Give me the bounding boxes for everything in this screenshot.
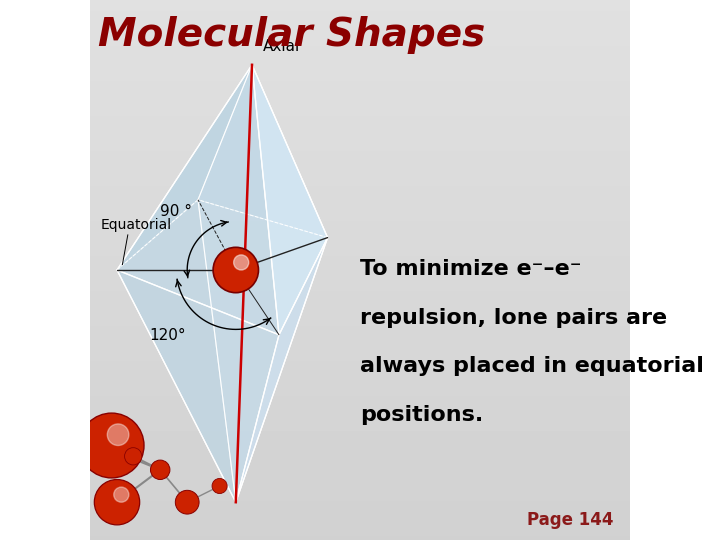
Polygon shape xyxy=(236,238,328,502)
Circle shape xyxy=(94,480,140,525)
Text: Page 144: Page 144 xyxy=(527,511,613,529)
Polygon shape xyxy=(198,200,328,502)
Circle shape xyxy=(125,448,142,465)
Circle shape xyxy=(213,247,258,293)
Polygon shape xyxy=(117,65,279,335)
Polygon shape xyxy=(198,65,328,238)
Circle shape xyxy=(176,490,199,514)
Text: To minimize e⁻–e⁻: To minimize e⁻–e⁻ xyxy=(360,259,582,279)
Polygon shape xyxy=(252,65,328,335)
Circle shape xyxy=(79,413,144,478)
Text: Axial: Axial xyxy=(263,39,300,54)
Circle shape xyxy=(212,478,228,494)
Text: Equatorial: Equatorial xyxy=(101,218,172,232)
Circle shape xyxy=(114,487,129,502)
Text: always placed in equatorial: always placed in equatorial xyxy=(360,356,704,376)
Text: repulsion, lone pairs are: repulsion, lone pairs are xyxy=(360,308,667,328)
Polygon shape xyxy=(117,65,252,270)
Polygon shape xyxy=(117,200,236,502)
Circle shape xyxy=(150,460,170,480)
Text: positions.: positions. xyxy=(360,405,483,425)
Text: Molecular Shapes: Molecular Shapes xyxy=(98,16,485,54)
Circle shape xyxy=(107,424,129,446)
Polygon shape xyxy=(117,270,279,502)
Text: 90 °: 90 ° xyxy=(160,204,192,219)
Text: 120°: 120° xyxy=(150,328,186,343)
Circle shape xyxy=(233,255,249,270)
